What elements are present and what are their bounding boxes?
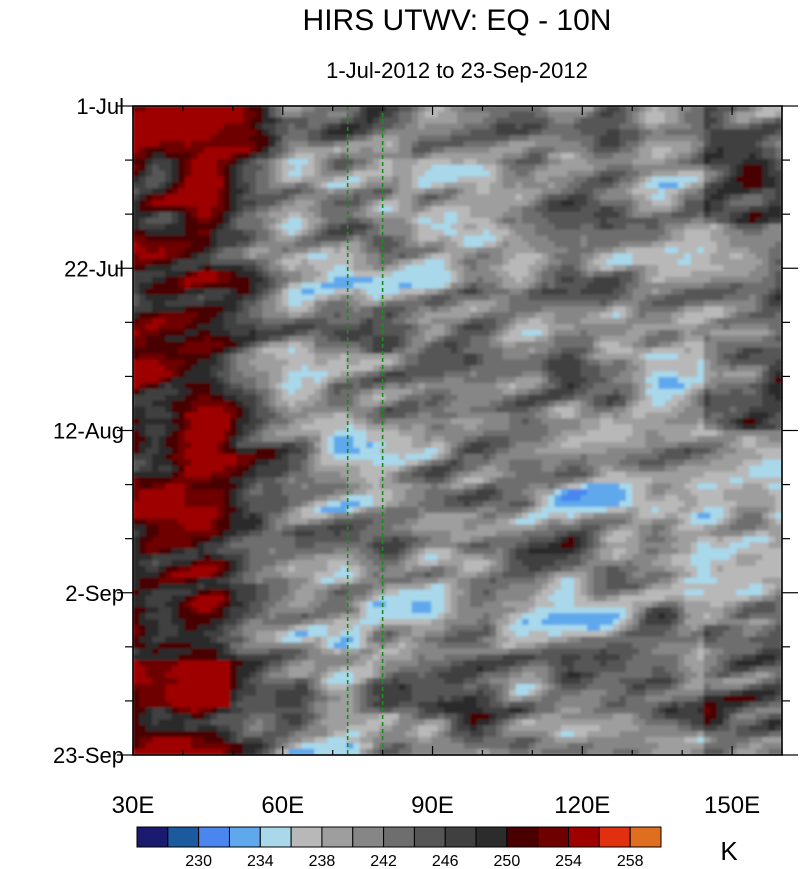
- colorbar-swatch: [537, 826, 570, 848]
- y-tick-label: 2-Sep: [65, 581, 124, 606]
- colorbar: 230 234 238 242 246 250 254 258: [136, 826, 662, 869]
- x-tick-label: 30E: [112, 792, 155, 819]
- colorbar-swatch: [290, 826, 323, 848]
- contour-field: [133, 106, 782, 755]
- colorbar-label: 238: [309, 853, 336, 869]
- x-tick-label: 60E: [261, 792, 304, 819]
- colorbar-swatch: [475, 826, 508, 848]
- reference-lines: [346, 106, 384, 755]
- y-tick-label: 22-Jul: [64, 256, 124, 281]
- colorbar-swatch: [383, 826, 415, 848]
- colorbar-unit: K: [720, 836, 738, 866]
- colorbar-swatch: [167, 826, 200, 848]
- colorbar-swatch: [321, 826, 354, 848]
- x-tick-label: 150E: [704, 792, 760, 819]
- chart-subtitle: 1-Jul-2012 to 23-Sep-2012: [326, 58, 588, 83]
- colorbar-swatch: [228, 826, 261, 848]
- chart-title: HIRS UTWV: EQ - 10N: [303, 4, 612, 37]
- x-axis: 30E 60E 90E 120E 150E: [112, 106, 783, 819]
- colorbar-swatch: [259, 826, 292, 848]
- colorbar-swatch: [136, 826, 169, 848]
- y-tick-label: 23-Sep: [53, 743, 124, 768]
- colorbar-label: 230: [185, 853, 212, 869]
- y-axis: 1-Jul 22-Jul 12-Aug 2-Sep 23-Sep: [53, 94, 798, 768]
- y-tick-label: 12-Aug: [53, 419, 124, 444]
- colorbar-swatch: [444, 826, 477, 848]
- x-tick-label: 90E: [411, 792, 454, 819]
- colorbar-swatch: [598, 826, 631, 848]
- colorbar-label: 250: [494, 853, 521, 869]
- colorbar-swatch: [198, 826, 230, 848]
- colorbar-swatch: [352, 826, 385, 848]
- colorbar-label: 254: [555, 853, 582, 869]
- colorbar-label: 242: [370, 853, 397, 869]
- colorbar-label: 234: [247, 853, 274, 869]
- x-tick-label: 120E: [554, 792, 610, 819]
- colorbar-swatch: [413, 826, 446, 848]
- colorbar-label: 246: [432, 853, 459, 869]
- colorbar-swatch: [506, 826, 539, 848]
- colorbar-label: 258: [617, 853, 644, 869]
- colorbar-swatch: [629, 826, 662, 848]
- colorbar-swatch: [568, 826, 600, 848]
- y-tick-label: 1-Jul: [76, 94, 124, 119]
